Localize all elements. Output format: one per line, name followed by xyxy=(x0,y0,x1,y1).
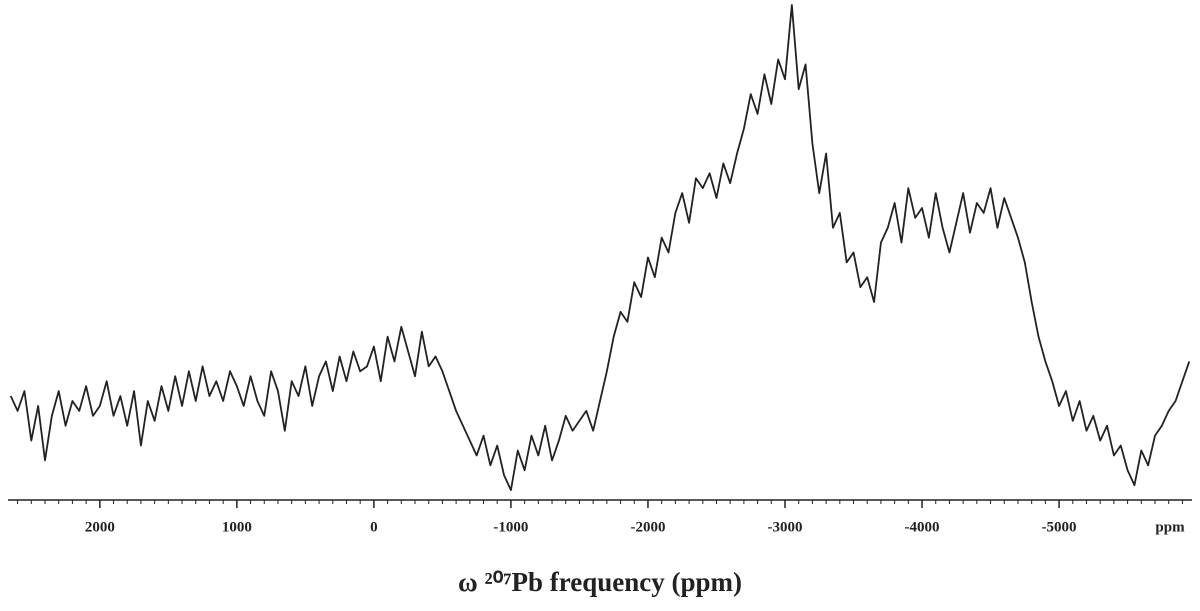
axis-title: ω ²⁰⁷Pb frequency (ppm) xyxy=(458,567,742,597)
x-tick-label: -1000 xyxy=(493,519,528,535)
x-tick-label: 1000 xyxy=(222,519,252,535)
x-unit-label: ppm xyxy=(1155,519,1185,535)
x-tick-label: 0 xyxy=(370,519,378,535)
spectrum-line xyxy=(9,4,1191,491)
x-tick-label: -2000 xyxy=(630,519,665,535)
x-tick-label: -5000 xyxy=(1042,519,1077,535)
x-tick-label: -3000 xyxy=(768,519,803,535)
x-tick-label: 2000 xyxy=(85,519,115,535)
x-tick-label: -4000 xyxy=(905,519,940,535)
